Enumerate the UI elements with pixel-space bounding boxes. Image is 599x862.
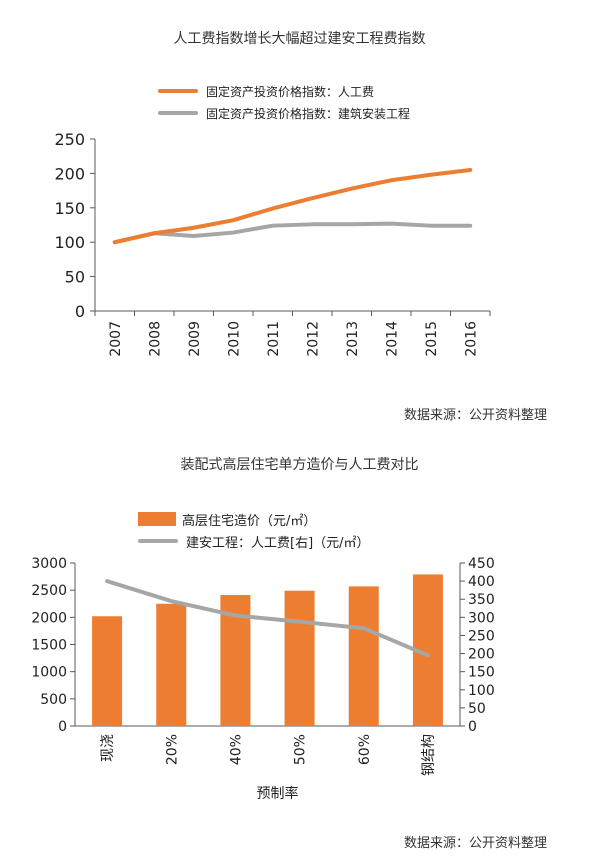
chart2-legend-label-cost: 高层住宅造价（元/㎡） (182, 513, 317, 529)
orange-bar-swatch-icon (138, 512, 176, 526)
chart2-legend: 高层住宅造价（元/㎡） 建安工程：人工费[右]（元/㎡） (138, 508, 370, 552)
chart2-y-tick-label-right: 350 (468, 592, 495, 608)
chart1-y-tick-label: 100 (54, 233, 85, 252)
chart1-x-tick-label: 2013 (345, 321, 361, 357)
chart1-x-tick-label: 2009 (187, 321, 203, 357)
chart2-legend-item-labor: 建安工程：人工费[右]（元/㎡） (138, 530, 370, 552)
chart2-source: 数据来源：公开资料整理 (404, 836, 548, 851)
chart1-legend-item-construction: 固定资产投资价格指数：建筑安装工程 (158, 102, 410, 124)
chart2-y-tick-label-left: 0 (58, 719, 67, 735)
chart1-legend-item-labor: 固定资产投资价格指数：人工费 (158, 80, 410, 102)
orange-line-swatch-icon (158, 89, 198, 93)
chart1-x-tick-label: 2012 (305, 321, 321, 357)
chart2-x-tick-label: 60% (357, 734, 373, 765)
chart2-y-tick-label-right: 0 (468, 719, 477, 735)
chart2-y-tick-label-right: 250 (468, 628, 495, 644)
chart1-y-tick-label: 250 (54, 130, 85, 149)
chart2-bar (92, 616, 123, 726)
chart1-y-tick-label: 200 (54, 164, 85, 183)
chart2-y-tick-label-left: 3000 (31, 556, 67, 572)
chart1-y-tick-label: 50 (65, 268, 85, 287)
chart2-y-tick-label-left: 2500 (31, 583, 67, 599)
chart2-legend-item-cost: 高层住宅造价（元/㎡） (138, 508, 370, 530)
chart2-y-tick-label-left: 500 (40, 692, 67, 708)
chart2-x-tick-label: 50% (293, 734, 309, 765)
chart1-x-tick-label: 2007 (108, 321, 124, 357)
chart1-title: 人工费指数增长大幅超过建安工程费指数 (173, 31, 426, 47)
chart1-x-tick-label: 2016 (463, 321, 479, 357)
chart2-y-tick-label-left: 1500 (31, 638, 67, 654)
chart2-bar (348, 586, 379, 726)
chart1-y-tick-label: 150 (54, 199, 85, 218)
chart2-x-tick-label: 现浇 (100, 734, 116, 762)
chart2-labor-line (105, 579, 430, 658)
chart2-bar (284, 590, 315, 726)
chart2-y-tick-label-right: 400 (468, 574, 495, 590)
chart1-series-construction-line (112, 221, 473, 245)
chart2-y-tick-label-right: 200 (468, 647, 495, 663)
chart2-bar (156, 603, 187, 726)
chart1-legend: 固定资产投资价格指数：人工费 固定资产投资价格指数：建筑安装工程 (158, 80, 410, 124)
chart2-y-tick-label-left: 2000 (31, 610, 67, 626)
chart2-legend-label-labor: 建安工程：人工费[右]（元/㎡） (186, 535, 370, 551)
chart1-series-labor-line (112, 167, 473, 245)
gray-line-swatch-icon (158, 111, 198, 115)
chart1-x-tick-label: 2015 (424, 321, 440, 357)
chart2-x-tick-label: 钢结构 (421, 734, 437, 776)
chart1-x-tick-label: 2014 (384, 321, 400, 357)
chart2-x-axis-label: 预制率 (257, 785, 299, 802)
gray-line-swatch-icon (138, 539, 178, 543)
chart1-y-tick-label: 0 (75, 302, 85, 321)
chart1-source: 数据来源：公开资料整理 (404, 408, 548, 423)
chart2-x-tick-label: 20% (164, 734, 180, 765)
chart1-legend-label-construction: 固定资产投资价格指数：建筑安装工程 (206, 106, 411, 121)
chart1-x-tick-label: 2010 (226, 321, 242, 357)
chart2-y-tick-label-right: 50 (468, 701, 486, 717)
chart1-x-tick-label: 2011 (266, 321, 282, 357)
chart2-y-tick-label-right: 100 (468, 683, 495, 699)
chart2-x-tick-label: 40% (228, 734, 244, 765)
chart2-y-tick-label-left: 1000 (31, 665, 67, 681)
chart2-y-tick-label-right: 300 (468, 610, 495, 626)
chart1-legend-label-labor: 固定资产投资价格指数：人工费 (206, 84, 375, 99)
chart2-plot: 0 500 1000 1500 2000 2500 3000 0 50 100 150 200 250 3… (31, 556, 495, 802)
chart2-y-tick-label-right: 450 (468, 556, 495, 572)
chart1-x-tick-label: 2008 (147, 321, 163, 357)
chart2-y-tick-label-right: 150 (468, 665, 495, 681)
chart1-plot: 0 50 100 150 200 250 2007 2008 2009 2010 2011 2012 2… (54, 130, 491, 357)
chart2-title: 装配式高层住宅单方造价与人工费对比 (180, 457, 419, 473)
